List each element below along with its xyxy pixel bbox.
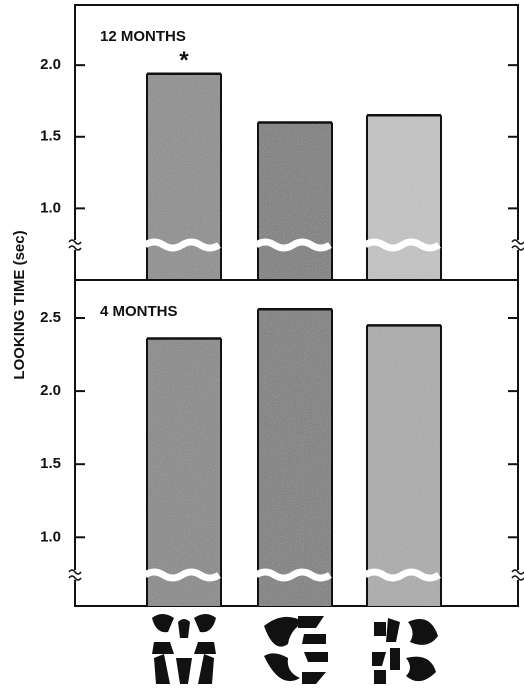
axis-break	[254, 238, 332, 252]
axis-gap	[515, 570, 521, 580]
y-tick-label: 2.0	[40, 382, 61, 399]
bar	[147, 338, 221, 606]
panel-title: 4 MONTHS	[100, 303, 178, 320]
bar	[367, 325, 441, 606]
y-tick-label: 1.0	[40, 199, 61, 216]
axis-break-mark	[511, 569, 524, 581]
panel-title: 12 MONTHS	[100, 28, 186, 45]
axis-break-mark	[68, 569, 82, 581]
axis-gap	[72, 240, 78, 250]
axis-break	[363, 238, 441, 252]
axis-break	[143, 238, 221, 252]
axis-gap	[72, 570, 78, 580]
y-tick-label: 1.5	[40, 455, 61, 472]
y-tick-label: 1.0	[40, 528, 61, 545]
axis-break	[143, 568, 221, 582]
axis-break	[254, 568, 332, 582]
y-tick-label: 1.5	[40, 128, 61, 145]
bar	[258, 122, 332, 281]
stimulus-icons	[152, 614, 438, 684]
y-tick-label: 2.5	[40, 309, 61, 326]
axis-break	[363, 568, 441, 582]
y-axis-label: LOOKING TIME (sec)	[11, 230, 28, 379]
annotation: *	[179, 47, 189, 74]
axis-gap	[515, 240, 521, 250]
y-tick-label: 2.0	[40, 56, 61, 73]
bar	[258, 309, 332, 606]
axis-break-mark	[511, 239, 524, 251]
axis-break-mark	[68, 239, 82, 251]
bar	[367, 115, 441, 280]
